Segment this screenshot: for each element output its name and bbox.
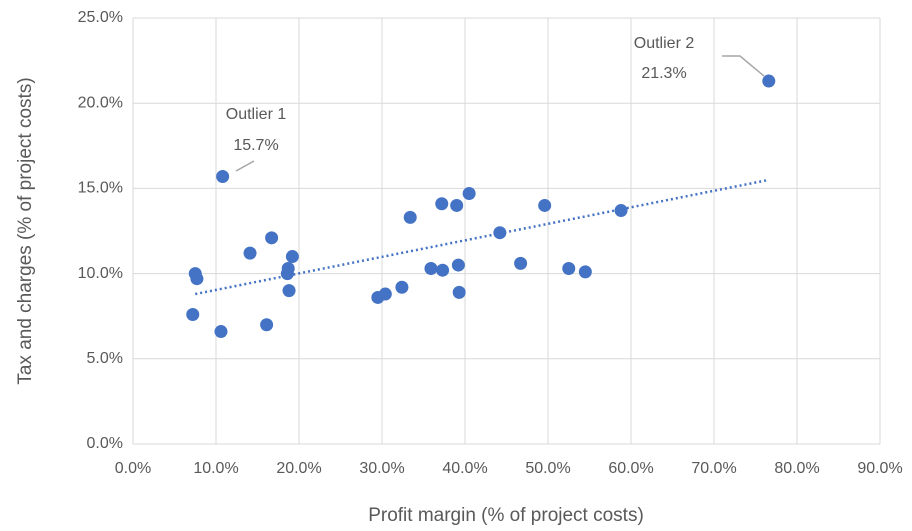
data-point	[514, 256, 528, 270]
data-point	[493, 226, 507, 240]
x-tick-label: 60.0%	[608, 460, 653, 477]
x-tick-label: 40.0%	[442, 460, 487, 477]
data-point	[436, 263, 450, 277]
data-point	[538, 198, 552, 212]
data-point	[562, 261, 576, 275]
x-tick-label: 90.0%	[857, 460, 902, 477]
y-tick-label: 25.0%	[78, 9, 123, 26]
data-point	[190, 272, 204, 286]
data-point	[395, 280, 409, 294]
data-point	[243, 246, 257, 260]
x-tick-label: 20.0%	[276, 460, 321, 477]
leader-line	[235, 160, 255, 172]
data-point	[451, 258, 465, 272]
data-point	[614, 204, 628, 218]
trendline	[195, 178, 770, 296]
x-tick-label: 70.0%	[691, 460, 736, 477]
x-tick-label: 10.0%	[193, 460, 238, 477]
data-point	[285, 250, 299, 264]
y-axis-title: Tax and charges (% of project costs)	[15, 77, 36, 384]
y-tick-label: 15.0%	[78, 180, 123, 197]
x-axis-title: Profit margin (% of project costs)	[368, 505, 644, 526]
y-tick-label: 5.0%	[87, 350, 123, 367]
data-point	[186, 307, 200, 321]
data-point	[214, 325, 228, 339]
leader-line	[722, 55, 765, 77]
annotation-label: Outlier 2	[634, 35, 695, 52]
x-tick-label: 80.0%	[774, 460, 819, 477]
data-point	[216, 169, 230, 183]
x-tick-label: 50.0%	[525, 460, 570, 477]
annotation-label: Outlier 1	[226, 106, 287, 123]
data-point	[260, 318, 274, 332]
data-point	[762, 74, 776, 88]
data-point	[452, 285, 466, 299]
data-point	[462, 187, 476, 201]
x-tick-label: 30.0%	[359, 460, 404, 477]
data-point	[435, 197, 449, 211]
data-point	[378, 287, 392, 301]
data-point	[265, 231, 279, 245]
y-tick-label: 20.0%	[78, 94, 123, 111]
y-tick-label: 10.0%	[78, 265, 123, 282]
data-point	[282, 284, 296, 298]
x-tick-label: 0.0%	[115, 460, 151, 477]
data-point	[578, 265, 592, 279]
data-point	[424, 261, 438, 275]
data-point	[403, 210, 417, 224]
data-point	[450, 198, 464, 212]
annotation-value: 21.3%	[641, 65, 686, 82]
y-tick-label: 0.0%	[87, 435, 123, 452]
annotation-value: 15.7%	[233, 137, 278, 154]
data-point	[281, 261, 295, 275]
